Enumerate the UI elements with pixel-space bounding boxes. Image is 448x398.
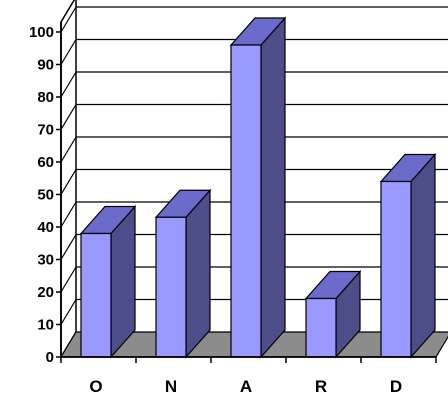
y-tick-label: 30 (37, 252, 54, 269)
y-tick-label: 80 (37, 89, 54, 106)
y-tick-label: 70 (37, 122, 54, 139)
y-tick-label: 100 (29, 24, 54, 41)
y-tick-label: 90 (37, 57, 54, 74)
gridline-side (60, 266, 77, 293)
y-tick-label: 20 (37, 284, 54, 301)
y-tick-label: 0 (46, 349, 54, 366)
gridline-side (60, 169, 77, 195)
gridline-side (60, 201, 77, 228)
gridline-side (60, 104, 77, 130)
y-tick-label: 60 (37, 154, 54, 171)
bar-front-face (80, 232, 112, 358)
y-axis-ticks: 0 10 20 30 40 50 60 70 80 90 100 (29, 24, 61, 366)
bar-side-face (185, 188, 211, 359)
bar-front-face (155, 216, 187, 358)
axes (60, 22, 436, 358)
bar-side-face (260, 16, 286, 359)
bar-front-face (380, 180, 412, 358)
bars (79, 16, 437, 359)
x-tick-label: R (315, 377, 327, 396)
y-tick-label: 10 (37, 317, 54, 334)
bar-front-face (230, 44, 262, 358)
gridline-side (60, 234, 77, 260)
bar-N (154, 188, 212, 359)
x-tick-label: D (390, 377, 402, 396)
bar-O (79, 204, 137, 359)
bar-front-face (305, 297, 337, 358)
gridline-side (60, 6, 77, 33)
bar-side-face (410, 152, 436, 359)
bar-A (229, 16, 287, 359)
x-tick-label: O (89, 377, 102, 396)
bar-R (304, 269, 362, 359)
gridline-side (60, 71, 77, 98)
y-tick-label: 50 (37, 187, 54, 204)
gridline-side (60, 39, 77, 65)
x-tick-label: N (165, 377, 177, 396)
x-tick-label: A (240, 377, 252, 396)
y-tick-label: 40 (37, 219, 54, 236)
bar-D (379, 152, 437, 359)
gridline-side (60, 136, 77, 163)
gridline-side (60, 299, 77, 325)
